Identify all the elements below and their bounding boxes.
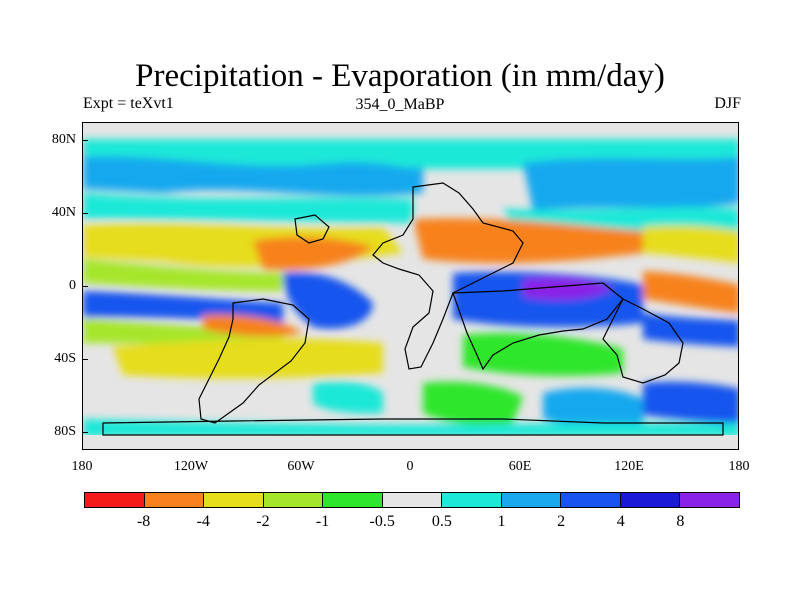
y-tick	[82, 213, 88, 214]
colorbar-label: 8	[676, 513, 685, 530]
lon-label-60e: 60E	[508, 459, 532, 474]
colorbar-label: -0.5	[369, 513, 395, 530]
colorbar	[84, 492, 740, 508]
colorbar-label: 0.5	[431, 513, 452, 530]
y-tick	[82, 286, 88, 287]
period-label: 354_0_MaBP	[355, 96, 445, 113]
colorbar-swatch	[620, 493, 681, 507]
map-title: Precipitation - Evaporation (in mm/day)	[135, 58, 665, 94]
colorbar-label: -1	[315, 513, 330, 530]
colorbar-swatch	[501, 493, 562, 507]
colorbar-swatch	[442, 493, 502, 507]
y-tick	[82, 359, 88, 360]
colorbar-swatch	[323, 493, 383, 507]
lat-label-0: 0	[69, 278, 76, 293]
lon-label-180-west: 180	[71, 459, 93, 474]
lat-label-80n: 80N	[51, 132, 76, 147]
colorbar-label: 1	[497, 513, 506, 530]
colorbar-swatch	[144, 493, 205, 507]
lon-label-180-east: 180	[728, 459, 750, 474]
lon-label-120w: 120W	[173, 459, 209, 474]
lat-label-80s: 80S	[54, 424, 76, 439]
colorbar-swatch	[85, 493, 145, 507]
season-label: DJF	[714, 95, 741, 112]
y-tick	[82, 140, 88, 141]
lat-label-40s: 40S	[54, 351, 76, 366]
colorbar-label: -4	[196, 513, 210, 530]
map-field	[83, 123, 738, 449]
colorbar-label: 2	[557, 513, 566, 530]
colorbar-swatch	[680, 493, 740, 507]
experiment-label: Expt = teXvt1	[83, 95, 174, 112]
lon-label-60w: 60W	[287, 459, 315, 474]
lat-label-40n: 40N	[51, 205, 76, 220]
colorbar-swatch	[263, 493, 324, 507]
colorbar-label: -2	[256, 513, 270, 530]
precip-evap-map	[82, 122, 739, 450]
colorbar-swatch	[204, 493, 264, 507]
colorbar-label: 4	[616, 513, 625, 530]
lon-label-120e: 120E	[614, 459, 644, 474]
colorbar-swatch	[382, 493, 443, 507]
y-tick	[82, 432, 88, 433]
colorbar-label: -8	[136, 513, 151, 530]
lon-label-0: 0	[406, 459, 414, 474]
colorbar-swatch	[561, 493, 621, 507]
